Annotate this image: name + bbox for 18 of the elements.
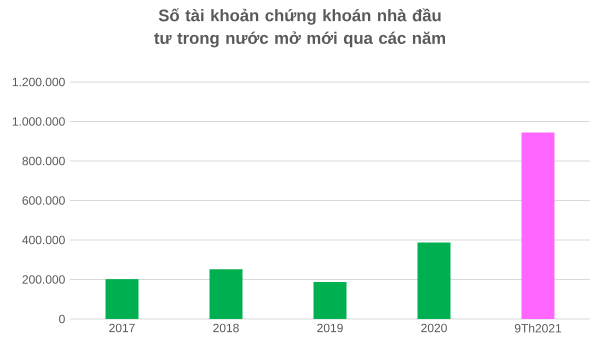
y-tick-label: 800.000: [22, 156, 65, 166]
bar: [106, 279, 139, 319]
y-tick-label: 1.000.000: [12, 117, 65, 126]
x-tick-label: 2019: [317, 324, 343, 332]
y-tick-label: 600.000: [22, 196, 65, 205]
bar: [521, 132, 554, 319]
chart-title: Số tài khoản chứng khoán nhà đầu tư trong nước mở mới qua các năm: [154, 8, 446, 48]
y-tick-label: 400.000: [22, 236, 65, 244]
bar: [314, 282, 346, 319]
y-tick-label: 200.000: [22, 275, 65, 284]
y-tick-label: 0: [59, 314, 65, 324]
x-tick-label: 2020: [421, 324, 447, 332]
y-tick-label: 1.200.000: [12, 78, 65, 86]
x-tick-label: 2017: [109, 324, 135, 332]
bar: [210, 269, 242, 319]
x-tick-label: 2018: [213, 324, 239, 332]
bar: [417, 242, 450, 319]
x-tick-label: 9Th2021: [514, 324, 562, 333]
